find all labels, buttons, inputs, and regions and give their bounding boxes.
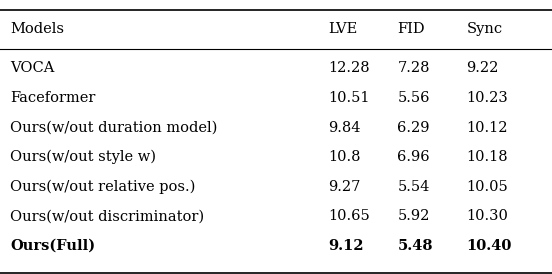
Text: VOCA: VOCA: [10, 61, 54, 76]
Text: 9.22: 9.22: [466, 61, 499, 76]
Text: 10.12: 10.12: [466, 121, 508, 135]
Text: 6.96: 6.96: [397, 150, 430, 164]
Text: Ours(Full): Ours(Full): [10, 239, 95, 253]
Text: Ours(w/out style w): Ours(w/out style w): [10, 150, 156, 164]
Text: Ours(w/out relative pos.): Ours(w/out relative pos.): [10, 180, 195, 194]
Text: 10.40: 10.40: [466, 239, 512, 253]
Text: 12.28: 12.28: [328, 61, 370, 76]
Text: LVE: LVE: [328, 22, 358, 36]
Text: 9.12: 9.12: [328, 239, 364, 253]
Text: Ours(w/out duration model): Ours(w/out duration model): [10, 121, 217, 135]
Text: 10.05: 10.05: [466, 180, 508, 194]
Text: 5.56: 5.56: [397, 91, 430, 105]
Text: Models: Models: [10, 22, 64, 36]
Text: 10.8: 10.8: [328, 150, 361, 164]
Text: 5.92: 5.92: [397, 209, 430, 224]
Text: 6.29: 6.29: [397, 121, 430, 135]
Text: FID: FID: [397, 22, 425, 36]
Text: 7.28: 7.28: [397, 61, 430, 76]
Text: 9.84: 9.84: [328, 121, 361, 135]
Text: 5.48: 5.48: [397, 239, 433, 253]
Text: 10.30: 10.30: [466, 209, 508, 224]
Text: Sync: Sync: [466, 22, 502, 36]
Text: Faceformer: Faceformer: [10, 91, 95, 105]
Text: 10.23: 10.23: [466, 91, 508, 105]
Text: 10.51: 10.51: [328, 91, 370, 105]
Text: 9.27: 9.27: [328, 180, 361, 194]
Text: 5.54: 5.54: [397, 180, 430, 194]
Text: 10.18: 10.18: [466, 150, 508, 164]
Text: Ours(w/out discriminator): Ours(w/out discriminator): [10, 209, 204, 224]
Text: 10.65: 10.65: [328, 209, 370, 224]
